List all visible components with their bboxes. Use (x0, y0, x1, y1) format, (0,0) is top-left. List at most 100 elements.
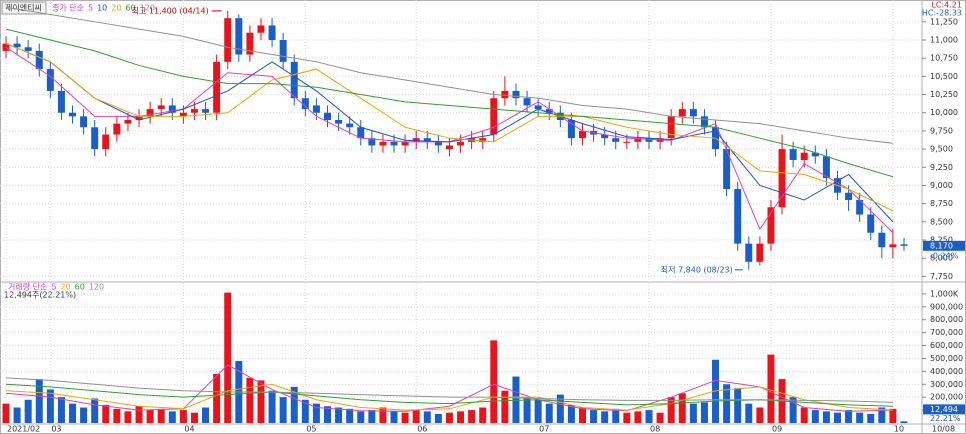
volume-bar (146, 410, 154, 423)
candle-body (324, 112, 332, 120)
volume-bar (889, 408, 897, 423)
candle-body (501, 90, 509, 99)
moving-average-line (5, 377, 893, 403)
volume-bar (545, 403, 553, 423)
y-tick-label: 11,000 (930, 36, 958, 45)
y-tick-label: 8,000 (930, 254, 953, 263)
candle-body (434, 141, 442, 146)
candle-body (335, 120, 343, 124)
volume-bar (312, 403, 320, 423)
candle-body (723, 149, 731, 190)
volume-bar (845, 410, 853, 423)
volume-bar (634, 411, 642, 423)
volume-bar (457, 411, 465, 423)
volume-bar (601, 411, 609, 423)
y-tick-label: 8,750 (930, 199, 953, 208)
candle-body (878, 232, 886, 248)
volume-bar (689, 403, 697, 423)
volume-bar (745, 403, 753, 423)
x-tick-label: 10 (894, 425, 904, 434)
info-lc: LC:4.21 (931, 1, 962, 10)
moving-average-line (5, 383, 893, 411)
candle-body (445, 145, 453, 150)
y-tick-label: 1,000K (930, 289, 959, 298)
x-tick-label: 10/08 (932, 425, 955, 434)
candle-body (756, 243, 764, 262)
stock-name: 제이엔티씨 (5, 3, 42, 13)
current-price-box (923, 240, 965, 251)
x-tick-label: 09 (772, 425, 782, 434)
candle-body (512, 90, 520, 99)
candle-body (423, 138, 431, 142)
volume-bar (767, 354, 775, 423)
y-tick-label: 9,000 (930, 181, 953, 190)
legend-entry: 20 (111, 4, 121, 13)
candle-body (246, 32, 254, 55)
legend-title: 종가 단순 (52, 3, 84, 13)
change-rate: -0.24% (930, 251, 959, 260)
current-volume-box (923, 404, 965, 415)
candle-body (312, 105, 320, 113)
volume-bar (213, 373, 221, 423)
volume-bar (523, 397, 531, 423)
volume-bar (578, 407, 586, 423)
candle-body (91, 127, 99, 150)
moving-average-line (5, 6, 893, 144)
candle-body (601, 134, 609, 139)
candle-body (623, 141, 631, 143)
candle-body (867, 214, 875, 233)
candle-body (401, 141, 409, 146)
volume-bar (246, 377, 254, 423)
x-tick-label: 08 (650, 425, 660, 434)
legend-entry: 120 (140, 4, 155, 13)
volume-bar (124, 411, 132, 423)
y-tick-label: 7,750 (930, 272, 953, 281)
volume-bar (700, 402, 708, 423)
volume-bar (324, 406, 332, 423)
current-volume: 12,494 (930, 405, 958, 414)
volume-bar (678, 393, 686, 423)
candle-body (257, 25, 265, 33)
volume-bar (135, 406, 143, 423)
candle-body (235, 18, 243, 55)
candle-body (678, 109, 686, 117)
candle-body (667, 116, 675, 139)
volume-info: 12,494주(22.21%) (4, 291, 76, 300)
y-tick-label: 11,250 (930, 17, 958, 26)
y-tick-label: 400,000 (930, 367, 963, 376)
candle-body (612, 138, 620, 142)
candle-body (168, 105, 176, 113)
volume-bar (268, 390, 276, 423)
legend-entry: 20 (60, 283, 70, 292)
current-price: 8,170 (930, 241, 953, 250)
volume-bar (479, 407, 487, 423)
candle-body (545, 109, 553, 113)
volume-bar (80, 407, 88, 423)
y-tick-label: 8,500 (930, 217, 953, 226)
candle-body (845, 192, 853, 200)
candle-body (357, 127, 365, 139)
volume-bar (24, 399, 32, 423)
candle-body (889, 244, 897, 248)
volume-bar (756, 407, 764, 423)
volume-bar (257, 380, 265, 423)
volume-bar (723, 384, 731, 423)
volume-bar (157, 408, 165, 423)
candle-body (157, 105, 165, 110)
y-tick-label: 9,250 (930, 163, 953, 172)
candle-body (789, 149, 797, 160)
candle-body (113, 123, 121, 135)
y-tick-label: 600,000 (930, 341, 963, 350)
y-tick-label: 9,500 (930, 145, 953, 154)
candle-body (856, 200, 864, 215)
x-tick-label: 03 (51, 425, 61, 434)
volume-bar (46, 389, 54, 423)
volume-bar (567, 404, 575, 423)
candle-body (57, 90, 65, 113)
candle-body (390, 141, 398, 146)
x-tick-label: 06 (417, 425, 427, 434)
candle-body (767, 207, 775, 244)
candle-body (734, 189, 742, 244)
